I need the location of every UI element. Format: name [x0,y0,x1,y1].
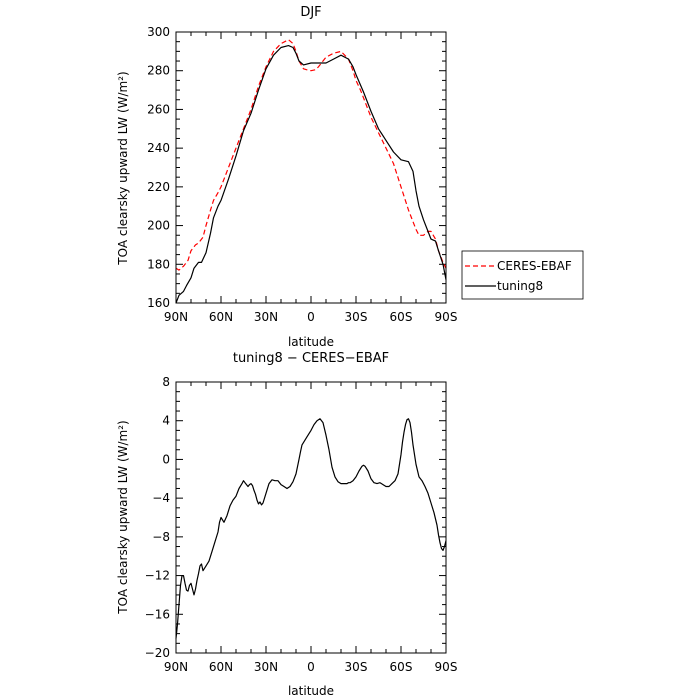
bottom-chart-x-tick-label: 0 [307,660,315,674]
top-chart-x-tick-label: 30S [345,310,368,324]
top-chart-x-label: latitude [288,335,334,349]
top-chart-y-tick-label: 240 [147,141,170,155]
top-chart-x-tick-label: 90N [164,310,188,324]
top-chart-y-tick-label: 280 [147,64,170,78]
bottom-chart-series [175,418,447,639]
bottom-chart-y-tick-label: −20 [145,646,170,660]
top-chart-y-tick-label: 220 [147,180,170,194]
top-chart-title: DJF [300,5,321,20]
bottom-chart-frame [175,381,447,654]
bottom-chart-x-tick-label: 60N [209,660,233,674]
top-chart-x-tick-label: 90S [435,310,458,324]
bottom-chart-y-tick-label: −8 [152,530,170,544]
legend-label-tuning8: tuning8 [497,279,543,293]
bottom-chart-x-tick-label: 30N [254,660,278,674]
legend-label-ceres: CERES-EBAF [497,259,572,273]
bottom-chart-y-label: TOA clearsky upward LW (W/m²) [116,420,130,614]
top-chart-x-tick-labels: 90N 60N 30N 0 30S 60S 90S [164,310,458,324]
bottom-chart-x-tick-labels: 90N 60N 30N 0 30S 60S 90S [164,660,458,674]
top-chart-y-tick-label: 160 [147,296,170,310]
top-chart: DJF TOA clearsky upward LW (W/m²) latitu… [116,5,457,349]
bottom-chart-title: tuning8 − CERES−EBAF [233,351,389,366]
top-chart-y-label: TOA clearsky upward LW (W/m²) [116,71,130,265]
bottom-chart: tuning8 − CERES−EBAF TOA clearsky upward… [116,351,457,698]
bottom-chart-y-tick-label: 8 [162,375,170,389]
top-chart-y-tick-label: 300 [147,25,170,39]
legend-box [461,250,584,300]
top-chart-x-tick-label: 0 [307,310,315,324]
bottom-chart-x-tick-label: 30S [345,660,368,674]
top-chart-x-tick-label: 60N [209,310,233,324]
bottom-chart-x-tick-label: 90N [164,660,188,674]
bottom-chart-y-tick-label: 4 [162,414,170,428]
bottom-chart-y-tick-labels: −20 −16 −12 −8 −4 0 4 8 [145,375,170,660]
top-chart-series-line-ceres-ebaf [175,39,447,271]
bottom-chart-x-tick-label: 60S [390,660,413,674]
legend: CERES-EBAF tuning8 [461,250,584,300]
bottom-chart-y-tick-label: −4 [152,491,170,505]
bottom-chart-x-tick-label: 90S [435,660,458,674]
top-chart-series-line-tuning8 [175,44,447,304]
top-chart-y-tick-labels: 160 180 200 220 240 260 280 300 [147,25,170,310]
top-chart-y-tick-label: 180 [147,257,170,271]
bottom-chart-series-line-0 [175,418,447,639]
top-chart-y-tick-label: 200 [147,219,170,233]
top-chart-x-tick-label: 30N [254,310,278,324]
bottom-chart-y-tick-label: 0 [162,452,170,466]
bottom-chart-y-tick-label: −12 [145,569,170,583]
bottom-chart-y-tick-label: −16 [145,607,170,621]
bottom-chart-x-label: latitude [288,684,334,698]
top-chart-y-tick-label: 260 [147,102,170,116]
top-chart-frame [175,31,447,304]
top-chart-x-tick-label: 60S [390,310,413,324]
top-chart-ticks [175,31,447,304]
top-chart-series [175,39,447,304]
